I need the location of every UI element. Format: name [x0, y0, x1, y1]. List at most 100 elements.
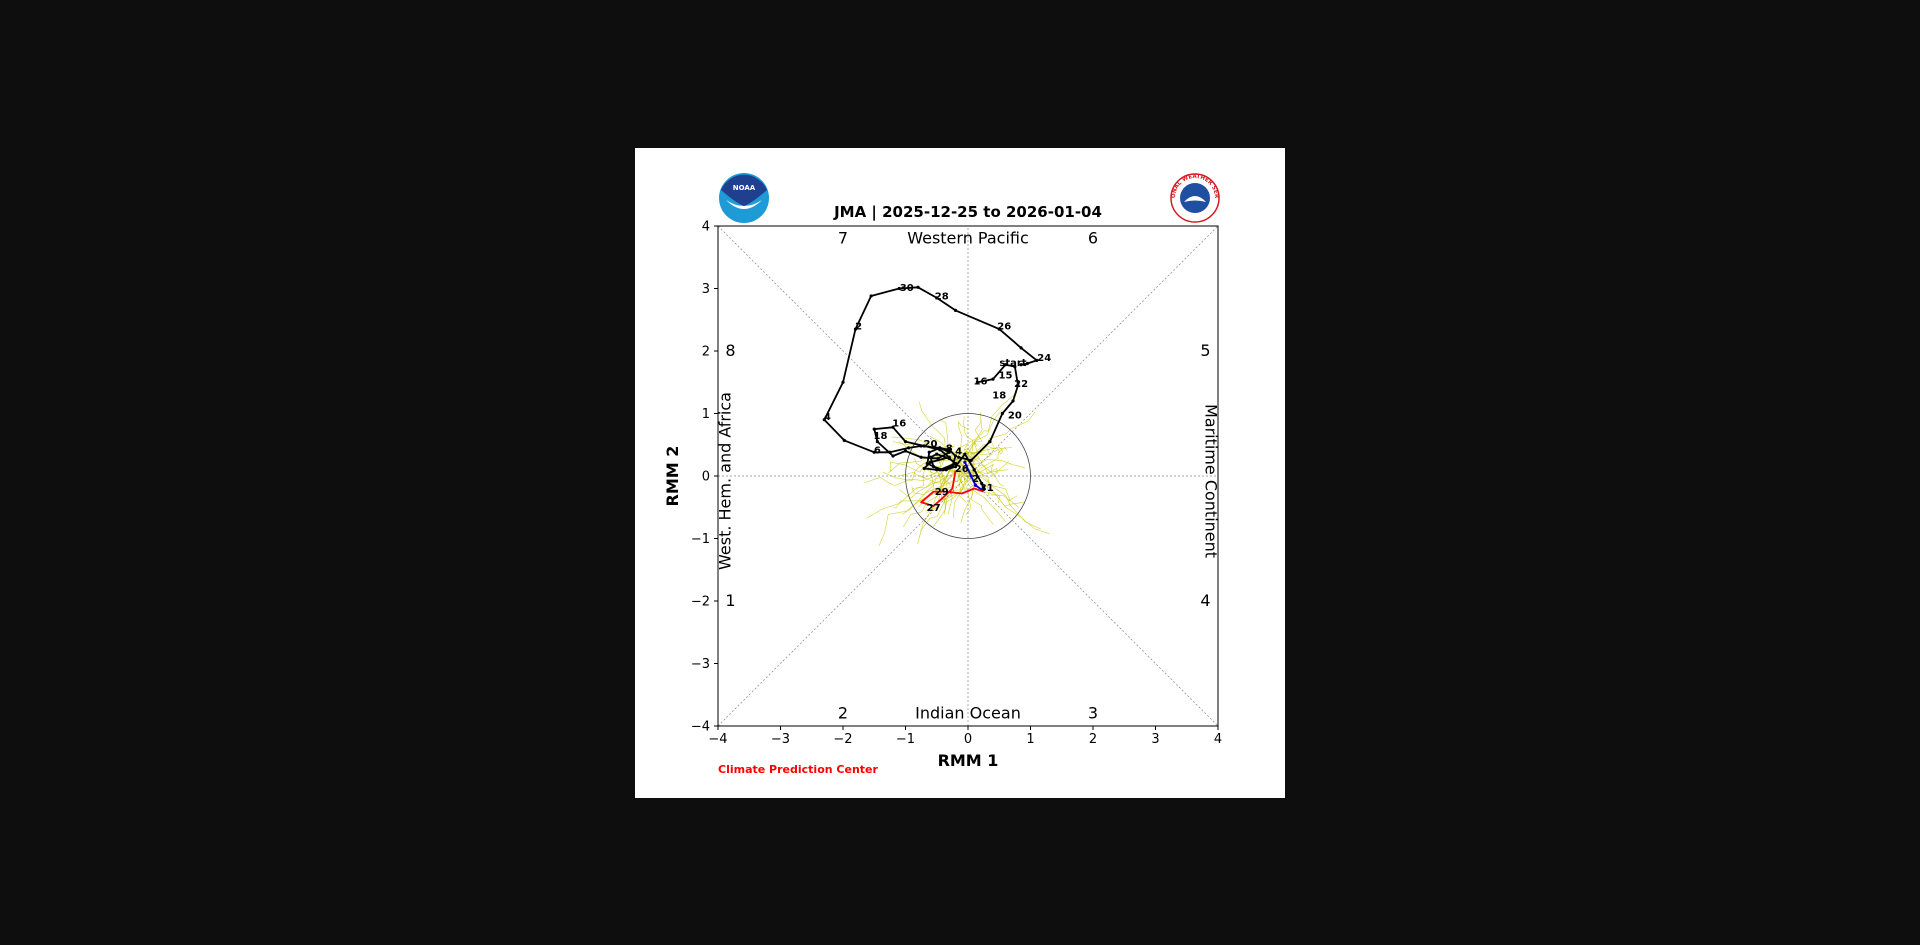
- series-point-observed: [922, 466, 926, 471]
- ensemble-member-line: [892, 441, 961, 461]
- x-tick-label: −2: [833, 732, 852, 747]
- series-point-recent: [969, 458, 973, 462]
- y-tick-label: 1: [702, 407, 710, 422]
- day-label: 24: [1037, 353, 1051, 364]
- x-tick-label: 3: [1151, 732, 1159, 747]
- x-tick-label: −4: [708, 732, 727, 747]
- series-line-forecast_mean: [920, 470, 984, 507]
- series-point-observed: [903, 440, 908, 444]
- series-point-observed: [922, 444, 926, 448]
- ensemble-member-line: [957, 459, 1000, 503]
- noaa-logo-top: [721, 174, 767, 206]
- series-line-forecast_blue: [964, 461, 983, 491]
- day-label: 28: [935, 292, 949, 303]
- ensemble-member-line: [951, 453, 994, 525]
- noaa-logo-gull: [726, 200, 762, 209]
- series-point-observed: [932, 465, 936, 469]
- ensemble-member-line: [902, 470, 963, 515]
- series-point-recent: [1013, 365, 1017, 369]
- ensemble-member-line: [966, 469, 1050, 534]
- day-label: 27: [927, 503, 941, 514]
- day-label: 6: [874, 445, 881, 456]
- series-line-recent: [958, 363, 1019, 462]
- day-label: 20: [1008, 410, 1022, 421]
- series-point-observed: [916, 285, 920, 289]
- series-point-forecast_blue: [963, 460, 967, 464]
- phase-number: 5: [1200, 341, 1210, 360]
- series-point-recent: [1003, 363, 1008, 367]
- noaa-logo-text: NOAA: [733, 184, 756, 192]
- series-point-observed: [869, 294, 873, 298]
- day-label: 20: [924, 439, 938, 450]
- y-tick-label: −4: [691, 720, 710, 735]
- day-label: 26: [955, 464, 969, 475]
- series-point-observed: [822, 418, 826, 422]
- series-point-observed: [938, 468, 942, 472]
- day-label: 22: [1014, 379, 1028, 390]
- ensemble-member-line: [960, 461, 974, 524]
- ensemble-member-line: [962, 464, 1004, 487]
- series-point-recent: [988, 440, 992, 444]
- ensemble-member-line: [970, 459, 1026, 469]
- series-point-observed: [842, 438, 846, 442]
- series-point-observed: [963, 452, 967, 456]
- series-point-forecast_blue: [973, 483, 978, 487]
- series-point-observed: [853, 327, 858, 331]
- series-point-observed: [925, 461, 929, 466]
- phase-number: 6: [1088, 229, 1098, 248]
- series-point-recent: [957, 455, 961, 459]
- region-label: Western Pacific: [907, 229, 1029, 248]
- y-tick-label: 0: [702, 470, 710, 485]
- series-point-observed: [947, 450, 951, 454]
- series-point-observed: [927, 450, 931, 454]
- ensemble-member-line: [952, 412, 983, 461]
- ensemble-member-line: [962, 419, 983, 467]
- x-tick-label: 2: [1089, 732, 1097, 747]
- series-point-observed: [944, 468, 948, 472]
- series-point-observed: [947, 455, 951, 459]
- series-point-observed: [953, 454, 958, 458]
- series-point-observed: [1019, 363, 1023, 367]
- x-tick-label: −3: [771, 732, 790, 747]
- day-label: 15: [999, 370, 1013, 381]
- x-axis-label: RMM 1: [938, 751, 999, 770]
- series-point-observed: [941, 468, 945, 472]
- day-label: 30: [900, 283, 914, 294]
- series-point-observed: [938, 448, 942, 452]
- mjo-phase-figure: −4 −3 −2 −1 0 1 2 3 4 −4 −3 −2 −1 0 1 2 3 4 RMM 1 RMM 2 JMA …: [635, 148, 1285, 798]
- ensemble-member-line: [969, 461, 1010, 477]
- ensemble-member-line: [963, 453, 1020, 508]
- chart-title: JMA | 2025-12-25 to 2026-01-04: [833, 203, 1102, 222]
- day-label: 2: [855, 322, 862, 333]
- x-tick-label: −1: [896, 732, 915, 747]
- day-label: 16: [892, 418, 906, 429]
- series-point-observed: [928, 460, 933, 464]
- region-label: West. Hem. and Africa: [716, 392, 735, 570]
- rmm-phase-diagram: −4 −3 −2 −1 0 1 2 3 4 −4 −3 −2 −1 0 1 2 3 4 RMM 1 RMM 2 JMA …: [635, 148, 1222, 776]
- series-point-observed: [1035, 358, 1039, 362]
- day-label: 18: [992, 390, 1006, 401]
- ensemble-member-line: [969, 447, 1012, 456]
- y-tick-label: −2: [691, 595, 710, 610]
- unit-circle: [905, 413, 1031, 539]
- series-point-observed: [953, 461, 958, 466]
- ensemble-member-line: [958, 420, 968, 456]
- series-point-observed: [872, 427, 876, 431]
- series-point-recent: [1000, 411, 1004, 416]
- y-tick-label: 4: [702, 220, 710, 235]
- series-point-observed: [841, 380, 845, 384]
- series-point-observed: [872, 450, 876, 454]
- series-point-observed: [891, 425, 895, 429]
- series-point-observed: [972, 468, 976, 472]
- ensemble-member-line: [969, 412, 1036, 455]
- day-label: 26: [997, 322, 1011, 333]
- ensemble-member-line: [968, 471, 1018, 502]
- series-point-observed: [935, 296, 939, 300]
- series-point-observed: [1019, 346, 1023, 350]
- series-point-observed: [980, 481, 984, 486]
- region-label: Indian Ocean: [915, 704, 1021, 723]
- ensemble-member-line: [940, 470, 947, 504]
- day-label: 4: [955, 447, 962, 458]
- series-point-recent: [1011, 399, 1015, 403]
- phase-number: 7: [838, 229, 848, 248]
